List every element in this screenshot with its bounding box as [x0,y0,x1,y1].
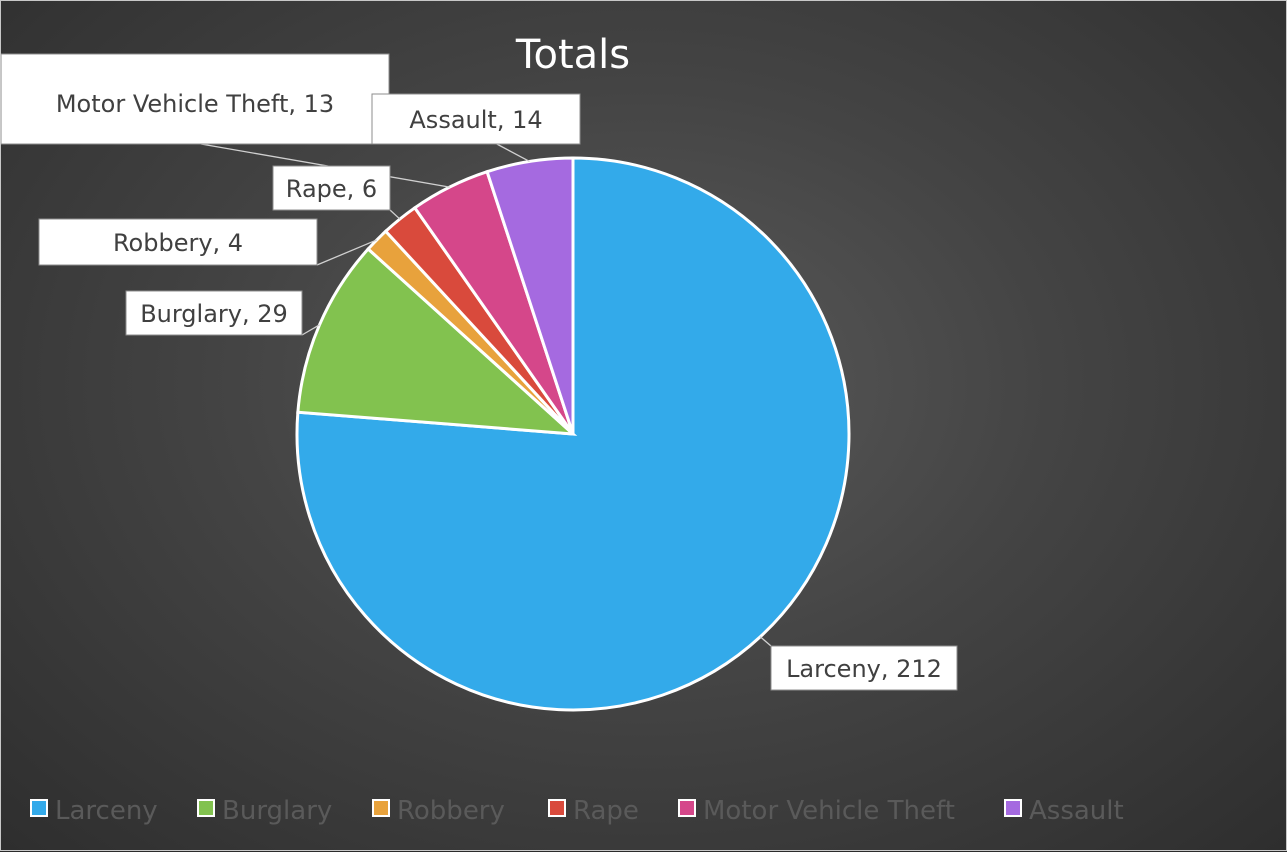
legend-swatch-burglary [197,799,215,817]
legend-swatch-motor-vehicle-theft [678,799,696,817]
legend-label-burglary: Burglary [222,796,332,826]
legend-swatch-rape [548,799,566,817]
legend-label-rape: Rape [573,796,639,826]
leader-line-assault [496,143,530,163]
data-labels: Larceny, 212 Burglary, 29 Robbery, 4 Rape, … [1,53,958,691]
legend-swatch-robbery [372,799,390,817]
legend-swatch-larceny [30,799,48,817]
legend-label-assault: Assault [1029,796,1124,826]
legend-label-robbery: Robbery [397,796,505,826]
data-label-box-motor-vehicle-theft [1,53,390,145]
data-label-burglary: Burglary, 29 [140,300,288,328]
legend-label-larceny: Larceny [55,796,158,826]
legend-label-motor-vehicle-theft: Motor Vehicle Theft [703,796,955,826]
data-label-larceny: Larceny, 212 [786,655,942,683]
data-label-box-larceny [770,645,958,691]
data-label-box-assault [371,93,581,145]
leader-line-burglary [301,324,320,336]
data-label-rape: Rape, 6 [286,175,377,203]
data-label-box-robbery [38,218,318,266]
data-label-box-burglary [125,290,303,336]
leader-line-robbery [316,239,377,266]
data-label-motor-vehicle-theft: Motor Vehicle Theft, 13 [56,90,334,118]
leader-line-rape [389,209,401,220]
data-label-box-rape [272,165,391,211]
legend-swatch-assault [1004,799,1022,817]
data-label-assault: Assault, 14 [409,106,542,134]
chart-title: Totals [515,32,630,78]
data-label-robbery: Robbery, 4 [113,229,243,257]
legend: Larceny Burglary Robbery Rape Motor Vehicle … [30,796,1124,826]
leader-line-larceny [759,636,772,647]
pie-slices [295,156,851,712]
pie-slice-assault [485,156,575,435]
